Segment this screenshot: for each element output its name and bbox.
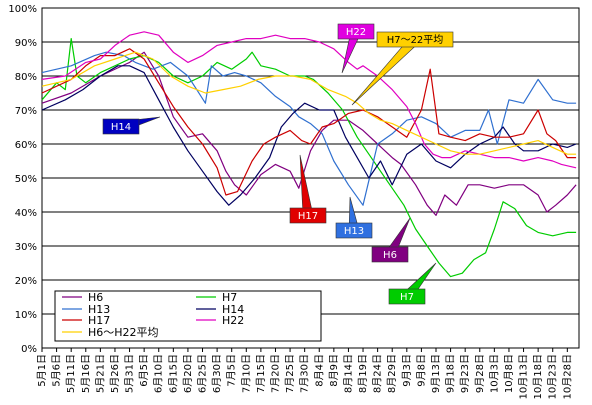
x-tick-label: 5月6日 [51,354,63,387]
x-tick-label: 10月8日 [503,354,515,393]
x-tick-label: 9月28日 [474,354,486,393]
x-tick-label: 7月10日 [240,354,252,393]
legend-box [54,290,322,342]
legend-label-0: H6 [88,291,103,304]
x-tick-label: 7月5日 [226,354,238,387]
x-tick-label: 9月18日 [445,354,457,393]
x-tick-label: 6月30日 [211,354,223,393]
callout-label-4: H13 [344,226,364,237]
callout-box-5 [371,246,409,263]
x-tick-label: 6月20日 [182,354,194,393]
y-tick-label: 70% [15,106,37,117]
x-tick-label: 7月20日 [269,354,281,393]
callout-label-5: H6 [383,250,397,261]
x-tick-label: 5月21日 [94,354,106,393]
callout-box-1 [376,31,454,48]
callout-box-3 [289,207,327,224]
plot-border [41,7,580,349]
x-tick-label: 6月5日 [138,354,150,387]
legend-label-6: H6～H22平均 [88,326,159,339]
x-tick-label: 6月15日 [167,354,179,393]
x-tick-label: 6月10日 [153,354,165,393]
callout-box-0 [337,23,375,40]
legend-label-2: H13 [88,303,110,316]
callout-label-2: H14 [111,122,131,133]
callout-box-6 [388,288,426,305]
x-tick-label: 10月28日 [561,354,573,399]
series-line-1 [41,37,577,278]
callout-label-6: H7 [400,292,414,303]
series-line-4 [41,48,577,196]
legend-label-3: H14 [222,303,244,316]
x-tick-label: 7月15日 [255,354,267,393]
x-tick-label: 8月14日 [342,354,354,393]
y-tick-label: 60% [15,140,37,151]
x-tick-label: 5月1日 [36,354,48,387]
series-line-6 [41,51,577,155]
series-line-0 [41,51,577,216]
y-tick-label: 30% [15,242,37,253]
x-tick-label: 5月11日 [65,354,77,393]
series-line-2 [41,51,577,206]
x-tick-label: 8月9日 [328,354,340,387]
x-tick-label: 5月16日 [80,354,92,393]
x-tick-label: 6月25日 [197,354,209,393]
x-tick-label: 9月3日 [401,354,413,387]
x-tick-label: 10月18日 [532,354,544,399]
callout-box-4 [335,222,373,239]
x-tick-label: 8月24日 [372,354,384,393]
legend-label-1: H7 [222,291,237,304]
y-tick-label: 10% [15,310,37,321]
x-tick-label: 9月23日 [459,354,471,393]
x-tick-label: 8月29日 [386,354,398,393]
series-line-5 [41,31,577,169]
legend-label-4: H17 [88,314,110,327]
callout-box-2 [102,118,140,135]
x-tick-label: 10月23日 [547,354,559,399]
y-tick-label: 100% [8,4,37,15]
y-tick-label: 0% [21,344,37,355]
callout-label-0: H22 [346,27,366,38]
callout-label-3: H17 [298,211,318,222]
callout-label-1: H7～22平均 [387,34,444,46]
x-tick-label: 7月25日 [284,354,296,393]
x-tick-label: 5月26日 [109,354,121,393]
x-tick-label: 9月13日 [430,354,442,393]
y-tick-label: 40% [15,208,37,219]
x-tick-label: 8月4日 [313,354,325,387]
y-tick-label: 20% [15,276,37,287]
x-tick-label: 5月31日 [124,354,136,393]
series-line-3 [41,65,577,206]
legend-label-5: H22 [222,314,244,327]
y-tick-label: 90% [15,38,37,49]
y-tick-label: 80% [15,72,37,83]
x-tick-label: 8月19日 [357,354,369,393]
x-tick-label: 7月30日 [299,354,311,393]
x-tick-label: 10月3日 [488,354,500,393]
y-tick-label: 50% [15,174,37,185]
x-tick-label: 10月13日 [518,354,530,399]
x-tick-label: 9月8日 [415,354,427,387]
